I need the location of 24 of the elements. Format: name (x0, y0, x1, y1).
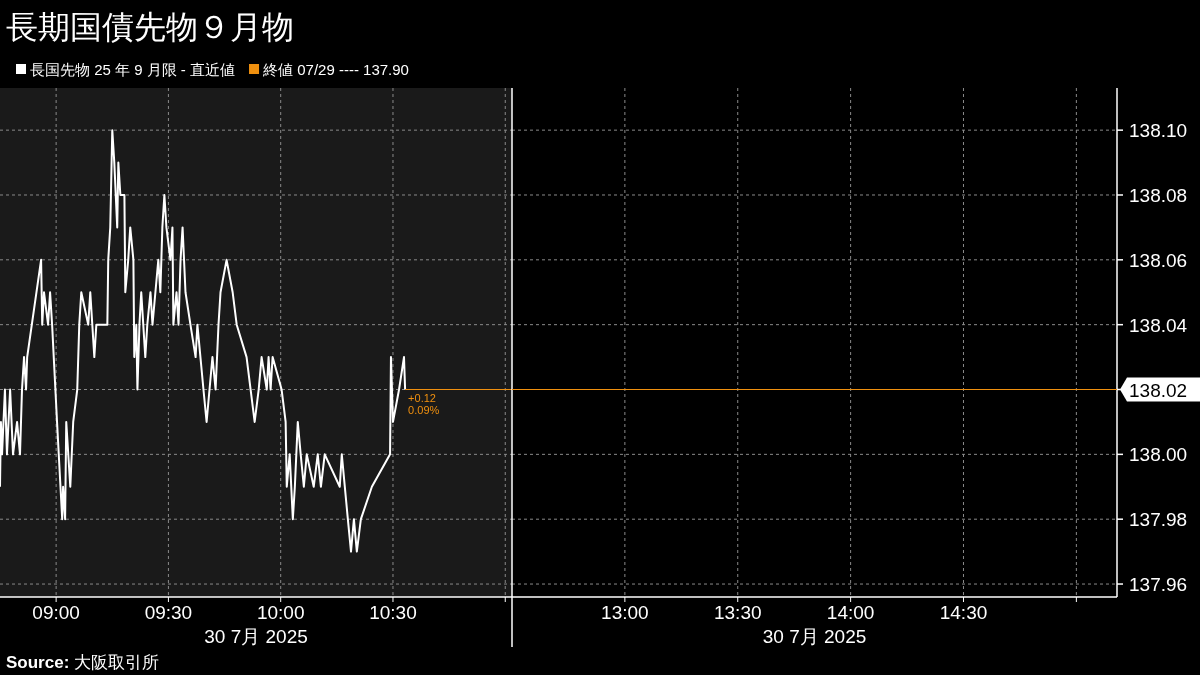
x-tick-label: 10:30 (369, 602, 417, 623)
y-tick-label: 138.08 (1129, 184, 1188, 206)
x-tick-label: 14:30 (939, 602, 988, 623)
x-tick-label: 13:00 (601, 602, 649, 623)
y-tick-label: 137.96 (1129, 574, 1188, 596)
x-tick-label: 14:00 (826, 602, 875, 623)
x-tick-label: 13:30 (713, 602, 762, 623)
text: 終値 07/29 ---- 137.90 (262, 61, 409, 78)
text: Source: 大阪取引所 (6, 653, 160, 672)
x-tick-label: 10:00 (256, 602, 305, 623)
y-tick-label: 138.06 (1129, 249, 1188, 271)
chart-title: 長期国債先物９月物 (6, 9, 294, 45)
annotation: +0.12 (408, 391, 436, 404)
x-axis-title: 30 7月 2025 (204, 626, 308, 647)
y-tick-label: 138.10 (1129, 120, 1188, 142)
y-tick-label: 138.02 (1129, 379, 1188, 401)
y-tick-label: 138.04 (1129, 314, 1188, 336)
annotation: 0.09% (408, 403, 440, 416)
y-tick-label: 137.98 (1129, 509, 1188, 531)
x-tick-label: 09:00 (32, 602, 80, 623)
x-tick-label: 09:30 (144, 602, 193, 623)
legend-label: 長国先物 25 年 9 月限 - 直近値 (30, 61, 236, 78)
y-tick-label: 138.00 (1129, 444, 1188, 466)
x-axis-title: 30 7月 2025 (762, 626, 867, 647)
